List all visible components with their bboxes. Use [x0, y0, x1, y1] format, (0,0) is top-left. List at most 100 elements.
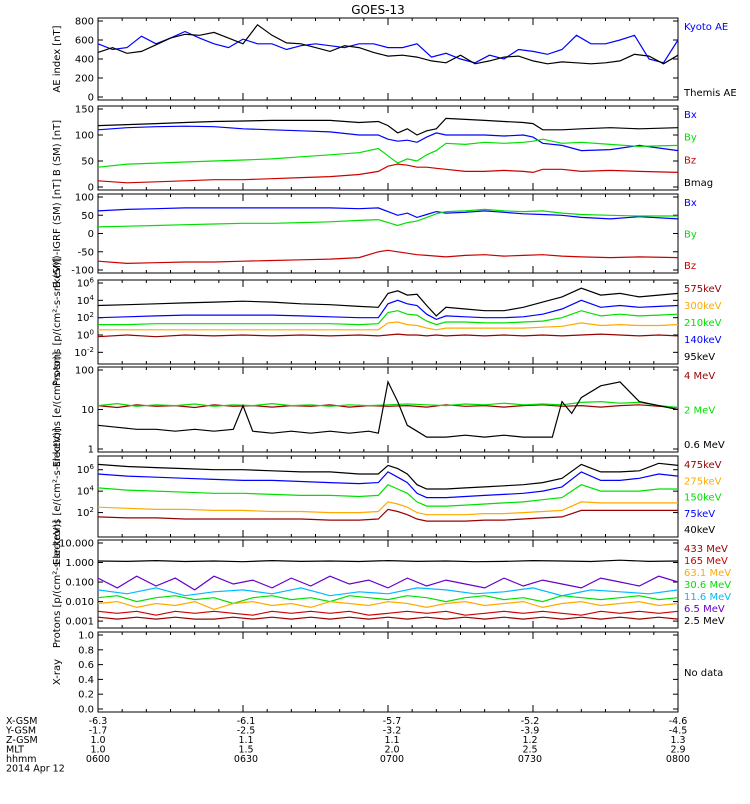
- orbit-cell: 2.0: [384, 745, 399, 756]
- series-line: [97, 559, 679, 563]
- panel-1: 0 200 400 600 800 AE index [nT] Kyoto AE Themis…: [52, 17, 737, 104]
- orbit-cell: 1.0: [90, 735, 105, 746]
- y-tick-label: 104: [77, 294, 95, 307]
- orbit-cell: 1.3: [670, 735, 685, 746]
- orbit-cell: -4.5: [669, 726, 688, 737]
- orbit-cell: 0800: [666, 754, 690, 765]
- y-tick-label: 800: [75, 17, 94, 28]
- orbit-cell: 0600: [86, 754, 110, 765]
- legend-entry: 95keV: [684, 352, 715, 363]
- orbit-cell: -5.7: [383, 716, 402, 727]
- y-tick-label: 150: [75, 105, 94, 116]
- panel-frame: [97, 17, 679, 101]
- series-line: [97, 333, 679, 338]
- y-tick-label: 10-2: [74, 346, 94, 359]
- panel-frame: [97, 279, 679, 365]
- series-line: [97, 287, 679, 317]
- orbit-cell: 1.5: [238, 745, 253, 756]
- orbit-cell: 1.2: [522, 735, 537, 746]
- y-tick-label: 100: [77, 329, 94, 342]
- legend-entry: 475keV: [684, 460, 722, 471]
- y-tick-label: 0: [88, 183, 94, 194]
- y-tick-label: 102: [77, 506, 94, 519]
- legend-entry: 63.1 MeV: [684, 568, 731, 579]
- legend-entry: 150keV: [684, 493, 722, 504]
- legend-entry: No data: [684, 668, 723, 679]
- series-line: [97, 508, 678, 522]
- legend-entry: 0.6 MeV: [684, 440, 725, 451]
- panels: 0 200 400 600 800 AE index [nT] Kyoto AE Themis…: [52, 17, 737, 716]
- series-line: [97, 600, 679, 611]
- legend-entry: Bz: [684, 261, 696, 272]
- series-line: [97, 610, 679, 616]
- legend-entry: 2.5 MeV: [684, 616, 725, 627]
- series-line: [97, 404, 679, 409]
- y-tick-label: 0.4: [78, 675, 94, 686]
- y-tick-label: -100: [71, 266, 94, 277]
- y-tick-label: 0: [88, 229, 94, 240]
- y-tick-label: 0: [88, 93, 94, 104]
- series-line: [97, 501, 678, 516]
- legend-entry: By: [684, 230, 697, 241]
- orbit-cell: -1.7: [89, 726, 108, 737]
- y-tick-label: 50: [81, 211, 94, 222]
- y-tick-label: 0.0: [78, 705, 94, 716]
- orbit-row-label: MLT: [6, 745, 24, 756]
- y-axis-label: Electrons [e/(cm²-s-sr-keV)]: [52, 428, 63, 565]
- y-tick-label: 104: [77, 485, 95, 498]
- series-line: [97, 163, 679, 184]
- series-line: [97, 23, 679, 65]
- series-line: [97, 575, 679, 591]
- y-axis-label: Protons [p/(cm²-s-sr-keV)]: [52, 520, 63, 648]
- series-line: [97, 117, 679, 136]
- legend-entry: 275keV: [684, 476, 722, 487]
- series-line: [97, 207, 679, 220]
- y-tick-label: 10: [81, 405, 94, 416]
- legend-entry: 30.6 MeV: [684, 580, 731, 591]
- legend-entry: 433 MeV: [684, 544, 728, 555]
- panel-frame: [97, 193, 679, 274]
- plot-title: GOES-13: [351, 3, 405, 17]
- orbit-cell: 2.9: [670, 745, 685, 756]
- series-line: [97, 462, 679, 490]
- y-tick-label: 600: [75, 36, 94, 47]
- series-line: [97, 400, 679, 409]
- panel-6: 102 104 106 Electrons [e/(cm²-s-sr-keV)] 475…: [52, 428, 722, 565]
- y-tick-label: 1.0: [78, 631, 94, 642]
- series-line: [97, 299, 679, 321]
- series-line: [98, 310, 679, 326]
- orbit-cell: -6.3: [89, 716, 108, 727]
- y-tick-label: 0.6: [78, 660, 94, 671]
- orbit-cell: 0630: [234, 754, 258, 765]
- series-line: [97, 138, 679, 168]
- y-axis-label: B (SM)-IGRF (SM) [nT]: [52, 179, 63, 288]
- orbit-row-label: Y-GSM: [5, 726, 36, 737]
- y-tick-label: 106: [77, 277, 95, 290]
- legend-entry: Kyoto AE: [684, 22, 728, 33]
- y-tick-label: 50: [81, 157, 94, 168]
- legend-entry: Bx: [684, 110, 697, 121]
- series-line: [97, 595, 679, 605]
- orbit-row-label: X-GSM: [6, 716, 37, 727]
- y-tick-label: 400: [75, 55, 94, 66]
- legend-entry: 40keV: [684, 525, 715, 536]
- orbit-cell: 2.5: [522, 745, 537, 756]
- panel-frame: [97, 105, 679, 191]
- orbit-cell: 1.1: [384, 735, 399, 746]
- legend-entry: 6.5 MeV: [684, 604, 725, 615]
- orbit-cell: -4.6: [669, 716, 688, 727]
- legend-entry: 210keV: [684, 318, 722, 329]
- legend-entry: 11.6 MeV: [684, 592, 731, 603]
- series-line: [97, 471, 679, 499]
- legend-entry: 4 MeV: [684, 371, 715, 382]
- series-line: [97, 380, 679, 438]
- y-axis-label: Electrons [e/(cm²-s-sr)]: [52, 352, 63, 468]
- y-tick-label: 106: [77, 463, 95, 476]
- legend-entry: Bz: [684, 155, 696, 166]
- orbit-row-label: hhmm: [6, 754, 37, 765]
- y-axis-label: Protons [p/(cm²-s-sr-keV)]: [52, 258, 63, 386]
- legend-entry: 165 MeV: [684, 556, 728, 567]
- panel-8: 0.0 0.2 0.4 0.6 0.8 1.0 X-ray No data: [52, 631, 723, 716]
- y-axis-label: X-ray: [52, 659, 63, 685]
